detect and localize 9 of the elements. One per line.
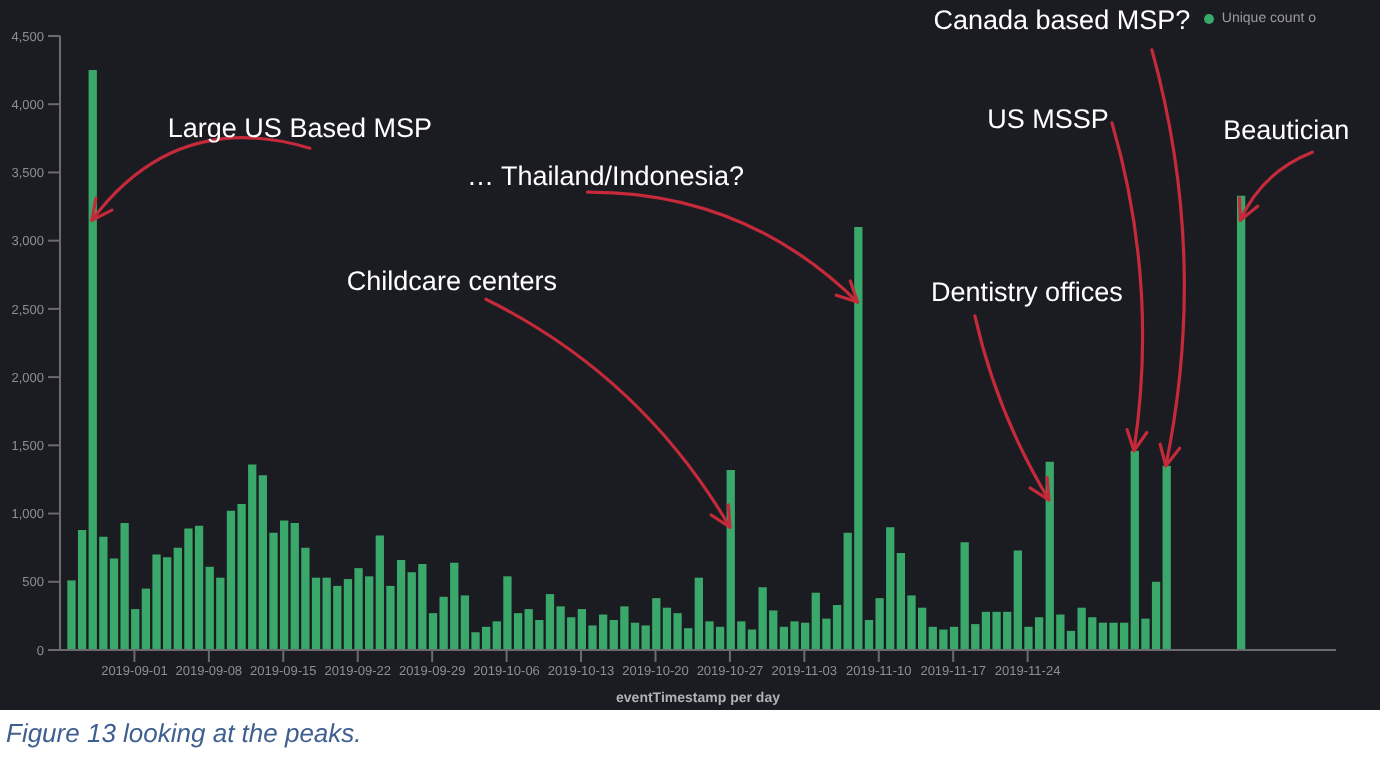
annotation: … Thailand/Indonesia? [466, 161, 745, 192]
annotation: US MSSP [987, 103, 1109, 134]
annotation: Dentistry offices [931, 277, 1124, 308]
annotation: Canada based MSP? [933, 4, 1191, 35]
caption: Figure 13 looking at the peaks. [6, 718, 364, 748]
annotation: Beautician [1223, 115, 1350, 146]
annotation: Large US Based MSP [167, 113, 432, 144]
annotation: Childcare centers [346, 266, 558, 297]
bar [1236, 195, 1246, 650]
